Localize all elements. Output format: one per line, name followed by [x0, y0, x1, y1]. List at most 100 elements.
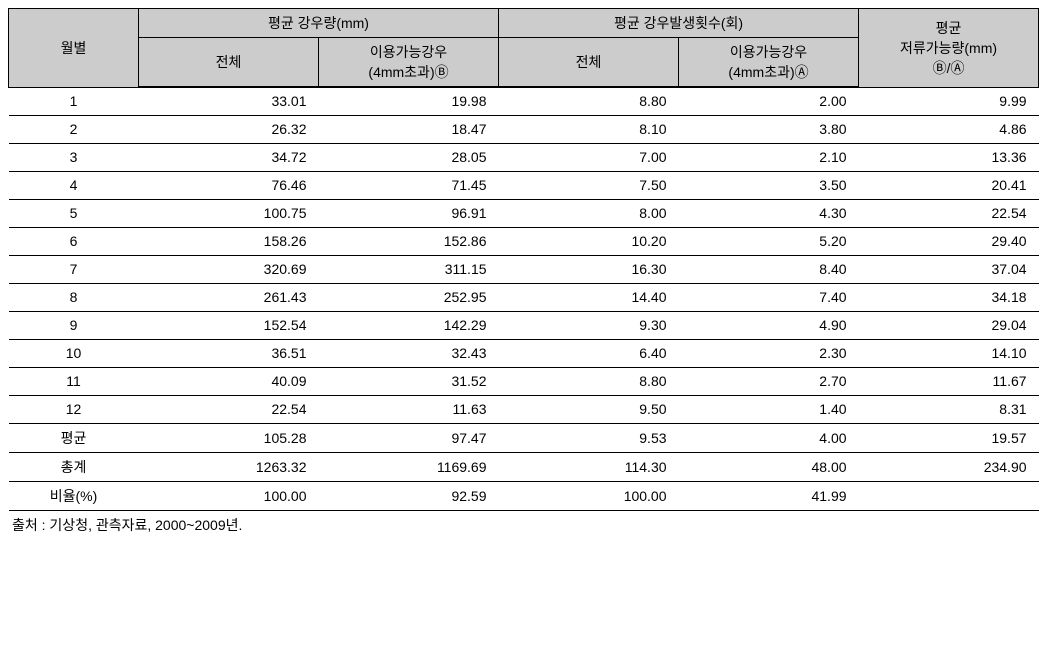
- cell-rain_usable: 92.59: [319, 481, 499, 510]
- cell-event_usable: 3.50: [679, 171, 859, 199]
- cell-storage: 34.18: [859, 283, 1039, 311]
- cell-rain_usable: 142.29: [319, 311, 499, 339]
- cell-event_total: 7.50: [499, 171, 679, 199]
- cell-event_usable: 2.00: [679, 87, 859, 115]
- cell-rain_usable: 96.91: [319, 199, 499, 227]
- cell-event_usable: 4.30: [679, 199, 859, 227]
- cell-rain_usable: 71.45: [319, 171, 499, 199]
- cell-storage: 14.10: [859, 339, 1039, 367]
- cell-rain_usable: 1169.69: [319, 452, 499, 481]
- cell-rain_total: 261.43: [139, 283, 319, 311]
- cell-rain_usable: 31.52: [319, 367, 499, 395]
- cell-storage: 11.67: [859, 367, 1039, 395]
- cell-storage: 22.54: [859, 199, 1039, 227]
- cell-storage: 29.40: [859, 227, 1039, 255]
- cell-rain_usable: 18.47: [319, 115, 499, 143]
- cell-event_total: 8.80: [499, 367, 679, 395]
- cell-rain_usable: 32.43: [319, 339, 499, 367]
- cell-event_usable: 8.40: [679, 255, 859, 283]
- table-row: 9152.54142.299.304.9029.04: [9, 311, 1039, 339]
- cell-month: 1: [9, 87, 139, 115]
- cell-month: 9: [9, 311, 139, 339]
- table-row: 1222.5411.639.501.408.31: [9, 395, 1039, 423]
- cell-rain_total: 320.69: [139, 255, 319, 283]
- cell-rain_total: 105.28: [139, 423, 319, 452]
- cell-rain_total: 1263.32: [139, 452, 319, 481]
- header-events-usable: 이용가능강우 (4mm초과)Ⓐ: [679, 38, 859, 88]
- table-row: 334.7228.057.002.1013.36: [9, 143, 1039, 171]
- header-events-group: 평균 강우발생횟수(회): [499, 9, 859, 38]
- cell-storage: 19.57: [859, 423, 1039, 452]
- cell-event_usable: 2.10: [679, 143, 859, 171]
- cell-rain_usable: 152.86: [319, 227, 499, 255]
- cell-event_usable: 4.00: [679, 423, 859, 452]
- cell-month: 6: [9, 227, 139, 255]
- cell-event_total: 14.40: [499, 283, 679, 311]
- cell-month: 5: [9, 199, 139, 227]
- cell-storage: 13.36: [859, 143, 1039, 171]
- table-row: 비율(%)100.0092.59100.0041.99: [9, 481, 1039, 510]
- cell-month: 10: [9, 339, 139, 367]
- header-rainfall-usable: 이용가능강우 (4mm초과)Ⓑ: [319, 38, 499, 88]
- cell-storage: 37.04: [859, 255, 1039, 283]
- table-body: 133.0119.988.802.009.99226.3218.478.103.…: [9, 87, 1039, 510]
- cell-event_total: 9.50: [499, 395, 679, 423]
- cell-month: 평균: [9, 423, 139, 452]
- cell-storage: 29.04: [859, 311, 1039, 339]
- cell-event_total: 100.00: [499, 481, 679, 510]
- cell-event_usable: 48.00: [679, 452, 859, 481]
- cell-event_usable: 5.20: [679, 227, 859, 255]
- table-header: 월별 평균 강우량(mm) 평균 강우발생횟수(회) 평균 저류가능량(mm) …: [9, 9, 1039, 88]
- cell-event_total: 8.10: [499, 115, 679, 143]
- table-row: 5100.7596.918.004.3022.54: [9, 199, 1039, 227]
- source-note: 출처 : 기상청, 관측자료, 2000~2009년.: [8, 515, 1039, 535]
- cell-month: 비율(%): [9, 481, 139, 510]
- cell-rain_usable: 97.47: [319, 423, 499, 452]
- cell-rain_usable: 28.05: [319, 143, 499, 171]
- cell-rain_total: 100.00: [139, 481, 319, 510]
- table-row: 1140.0931.528.802.7011.67: [9, 367, 1039, 395]
- table-row: 476.4671.457.503.5020.41: [9, 171, 1039, 199]
- cell-event_total: 7.00: [499, 143, 679, 171]
- cell-rain_total: 26.32: [139, 115, 319, 143]
- cell-rain_usable: 252.95: [319, 283, 499, 311]
- table-row: 226.3218.478.103.804.86: [9, 115, 1039, 143]
- table-row: 7320.69311.1516.308.4037.04: [9, 255, 1039, 283]
- cell-event_usable: 2.30: [679, 339, 859, 367]
- cell-event_total: 9.30: [499, 311, 679, 339]
- cell-rain_total: 34.72: [139, 143, 319, 171]
- cell-rain_total: 36.51: [139, 339, 319, 367]
- cell-rain_total: 158.26: [139, 227, 319, 255]
- cell-rain_usable: 311.15: [319, 255, 499, 283]
- rainfall-table: 월별 평균 강우량(mm) 평균 강우발생횟수(회) 평균 저류가능량(mm) …: [8, 8, 1039, 511]
- cell-event_total: 9.53: [499, 423, 679, 452]
- cell-event_usable: 41.99: [679, 481, 859, 510]
- cell-event_total: 16.30: [499, 255, 679, 283]
- table-row: 6158.26152.8610.205.2029.40: [9, 227, 1039, 255]
- cell-event_usable: 1.40: [679, 395, 859, 423]
- cell-event_usable: 3.80: [679, 115, 859, 143]
- cell-rain_usable: 11.63: [319, 395, 499, 423]
- cell-month: 3: [9, 143, 139, 171]
- cell-event_usable: 2.70: [679, 367, 859, 395]
- table-row: 133.0119.988.802.009.99: [9, 87, 1039, 115]
- cell-storage: 8.31: [859, 395, 1039, 423]
- cell-storage: 4.86: [859, 115, 1039, 143]
- table-row: 평균105.2897.479.534.0019.57: [9, 423, 1039, 452]
- table-row: 8261.43252.9514.407.4034.18: [9, 283, 1039, 311]
- cell-event_usable: 7.40: [679, 283, 859, 311]
- cell-month: 11: [9, 367, 139, 395]
- cell-rain_total: 152.54: [139, 311, 319, 339]
- table-row: 1036.5132.436.402.3014.10: [9, 339, 1039, 367]
- cell-rain_total: 22.54: [139, 395, 319, 423]
- cell-month: 12: [9, 395, 139, 423]
- cell-rain_total: 33.01: [139, 87, 319, 115]
- cell-rain_total: 40.09: [139, 367, 319, 395]
- cell-storage: [859, 481, 1039, 510]
- cell-month: 2: [9, 115, 139, 143]
- cell-event_total: 114.30: [499, 452, 679, 481]
- header-events-total: 전체: [499, 38, 679, 88]
- table-row: 총계1263.321169.69114.3048.00234.90: [9, 452, 1039, 481]
- cell-month: 4: [9, 171, 139, 199]
- cell-storage: 234.90: [859, 452, 1039, 481]
